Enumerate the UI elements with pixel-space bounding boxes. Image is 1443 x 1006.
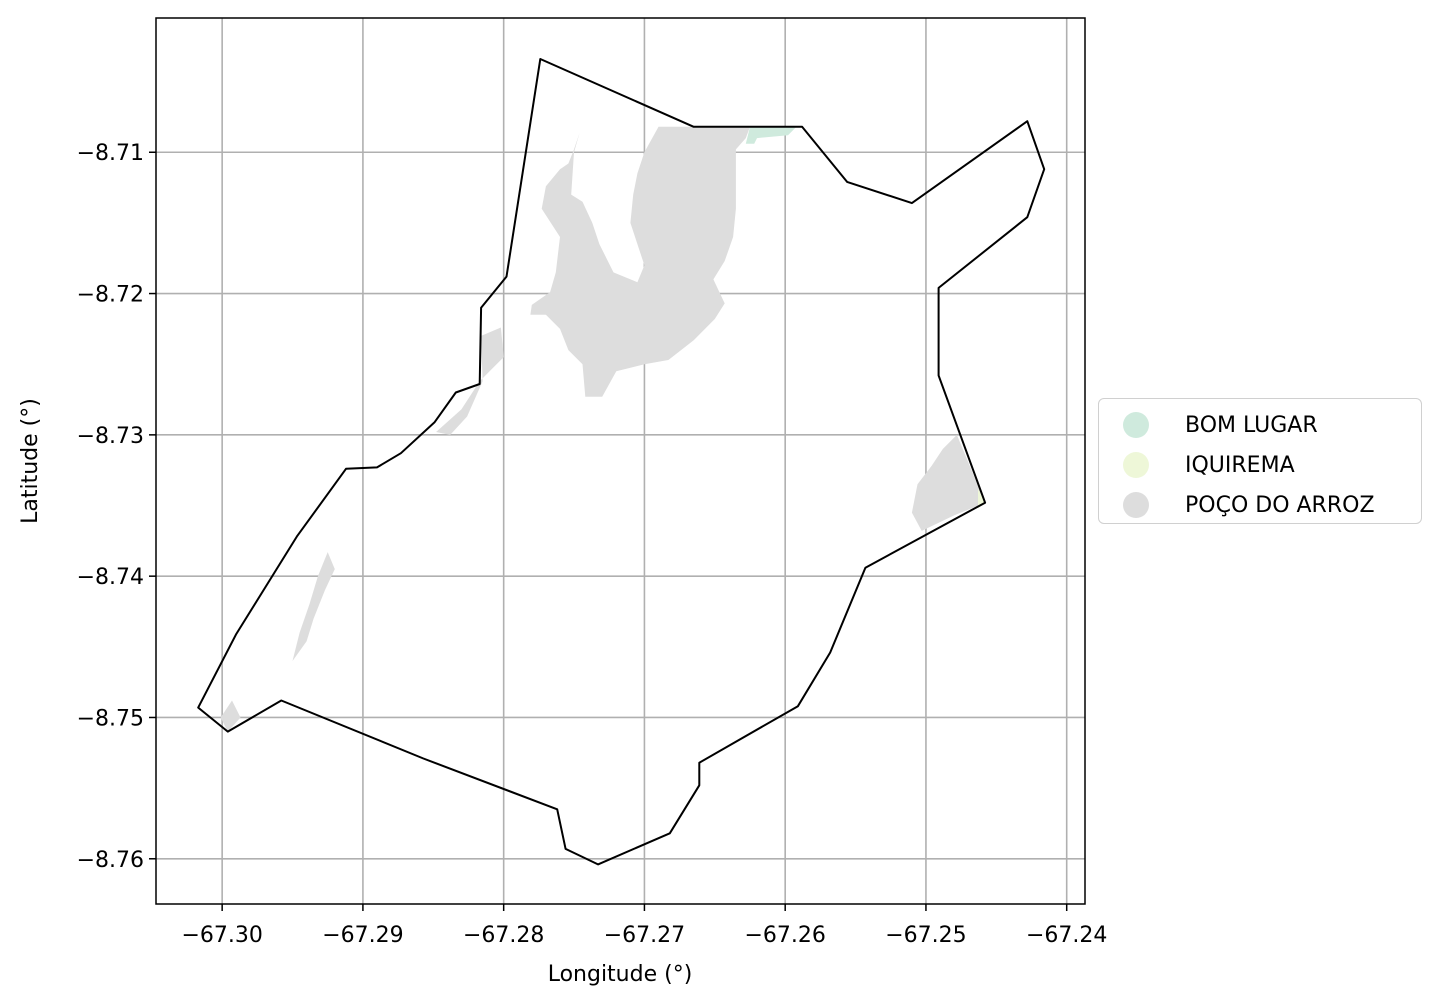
x-tick-label: −67.29	[322, 923, 403, 948]
legend-label-poco-do-arroz: POÇO DO ARROZ	[1185, 492, 1375, 518]
region-bom-lugar-north	[745, 126, 797, 144]
legend-item-poco-do-arroz: POÇO DO ARROZ	[1099, 485, 1421, 525]
region-poco-do-arroz-southwest-tip	[220, 700, 241, 732]
district-regions	[220, 126, 986, 732]
y-axis-ticks: −8.71 −8.72 −8.73 −8.74 −8.75 −8.76	[77, 141, 156, 873]
y-tick-label: −8.73	[77, 424, 144, 449]
legend-label-bom-lugar: BOM LUGAR	[1185, 412, 1318, 438]
y-tick-label: −8.74	[77, 565, 144, 590]
region-poco-do-arroz-central	[530, 126, 750, 397]
region-poco-do-arroz-east	[911, 434, 986, 531]
region-poco-do-arroz-west-strip	[436, 327, 504, 435]
y-tick-label: −8.76	[77, 848, 144, 873]
y-tick-label: −8.72	[77, 283, 144, 308]
boundary-outline	[197, 58, 1046, 866]
x-tick-label: −67.30	[181, 923, 262, 948]
x-tick-label: −67.26	[744, 923, 825, 948]
region-poco-do-arroz-southwest	[292, 552, 335, 661]
municipality-boundary	[197, 58, 1046, 866]
y-tick-label: −8.71	[77, 141, 144, 166]
legend-item-bom-lugar: BOM LUGAR	[1099, 405, 1421, 445]
y-axis-label: Latitude (°)	[18, 398, 43, 524]
legend-label-iquirema: IQUIREMA	[1185, 452, 1295, 478]
x-tick-label: −67.28	[463, 923, 544, 948]
x-axis-label: Longitude (°)	[548, 962, 693, 987]
legend: BOM LUGAR IQUIREMA POÇO DO ARROZ	[1098, 398, 1422, 524]
x-tick-label: −67.25	[885, 923, 966, 948]
x-tick-label: −67.24	[1026, 923, 1107, 948]
legend-item-iquirema: IQUIREMA	[1099, 445, 1421, 485]
x-axis-ticks: −67.30 −67.29 −67.28 −67.27 −67.26 −67.25 −67.…	[181, 904, 1107, 948]
legend-marker-iquirema	[1123, 452, 1149, 478]
legend-marker-poco-do-arroz	[1123, 492, 1149, 518]
legend-marker-bom-lugar	[1123, 412, 1149, 438]
x-tick-label: −67.27	[604, 923, 685, 948]
plot-frame	[155, 17, 1086, 905]
y-tick-label: −8.75	[77, 706, 144, 731]
gridlines	[156, 18, 1085, 904]
